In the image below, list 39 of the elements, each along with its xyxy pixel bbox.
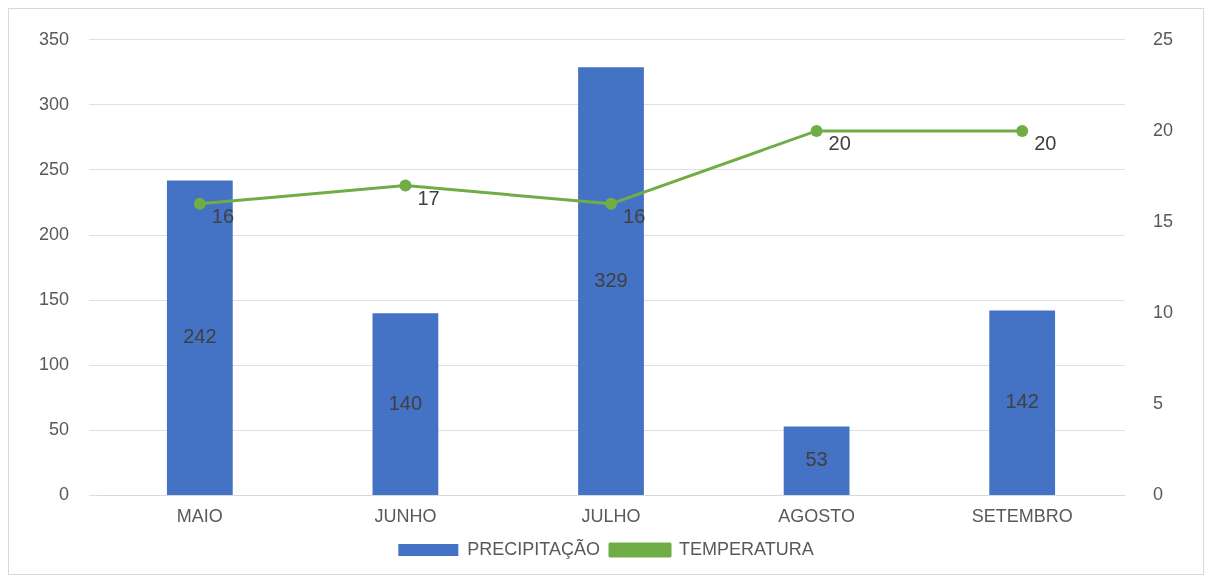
data-label: 329 xyxy=(594,268,628,291)
data-label: 20 xyxy=(828,132,851,155)
bar xyxy=(372,313,439,495)
bar xyxy=(578,67,644,495)
y-tick-label: 250 xyxy=(38,158,70,179)
data-label: 140 xyxy=(388,391,423,414)
y2-tick-label: 15 xyxy=(1152,211,1174,232)
y-tick-label: 300 xyxy=(38,93,70,114)
data-label: 242 xyxy=(183,325,217,348)
y2-tick-label: 5 xyxy=(1152,393,1163,414)
data-label: 53 xyxy=(805,448,828,471)
x-tick-label: JUNHO xyxy=(374,506,437,527)
y-tick-label: 50 xyxy=(49,419,70,440)
y2-tick-label: 25 xyxy=(1152,28,1174,49)
y-tick-label: 0 xyxy=(59,484,70,505)
bar xyxy=(166,180,233,495)
bar xyxy=(989,310,1056,495)
data-label: 142 xyxy=(1005,390,1039,413)
y-tick-label: 350 xyxy=(38,28,70,49)
x-tick-label: AGOSTO xyxy=(778,506,855,527)
y2-tick-label: 0 xyxy=(1152,484,1163,505)
point xyxy=(399,179,412,192)
legend-label: TEMPERATURA xyxy=(679,538,814,559)
point xyxy=(605,197,618,210)
bar xyxy=(783,426,850,495)
y2-tick-label: 10 xyxy=(1152,302,1174,323)
y-tick-label: 100 xyxy=(38,354,70,375)
x-tick-label: MAIO xyxy=(176,506,223,527)
point xyxy=(810,124,823,137)
point xyxy=(1016,124,1029,137)
y-tick-label: 200 xyxy=(38,224,70,245)
y2-tick-label: 20 xyxy=(1152,119,1174,140)
y-tick-label: 150 xyxy=(38,289,70,310)
data-label: 20 xyxy=(1034,132,1057,155)
data-label: 17 xyxy=(417,187,440,210)
legend-label: PRECIPITAÇÃO xyxy=(467,537,601,559)
point xyxy=(193,197,206,210)
x-tick-label: JULHO xyxy=(581,506,641,527)
x-tick-label: SETEMBRO xyxy=(971,506,1073,527)
